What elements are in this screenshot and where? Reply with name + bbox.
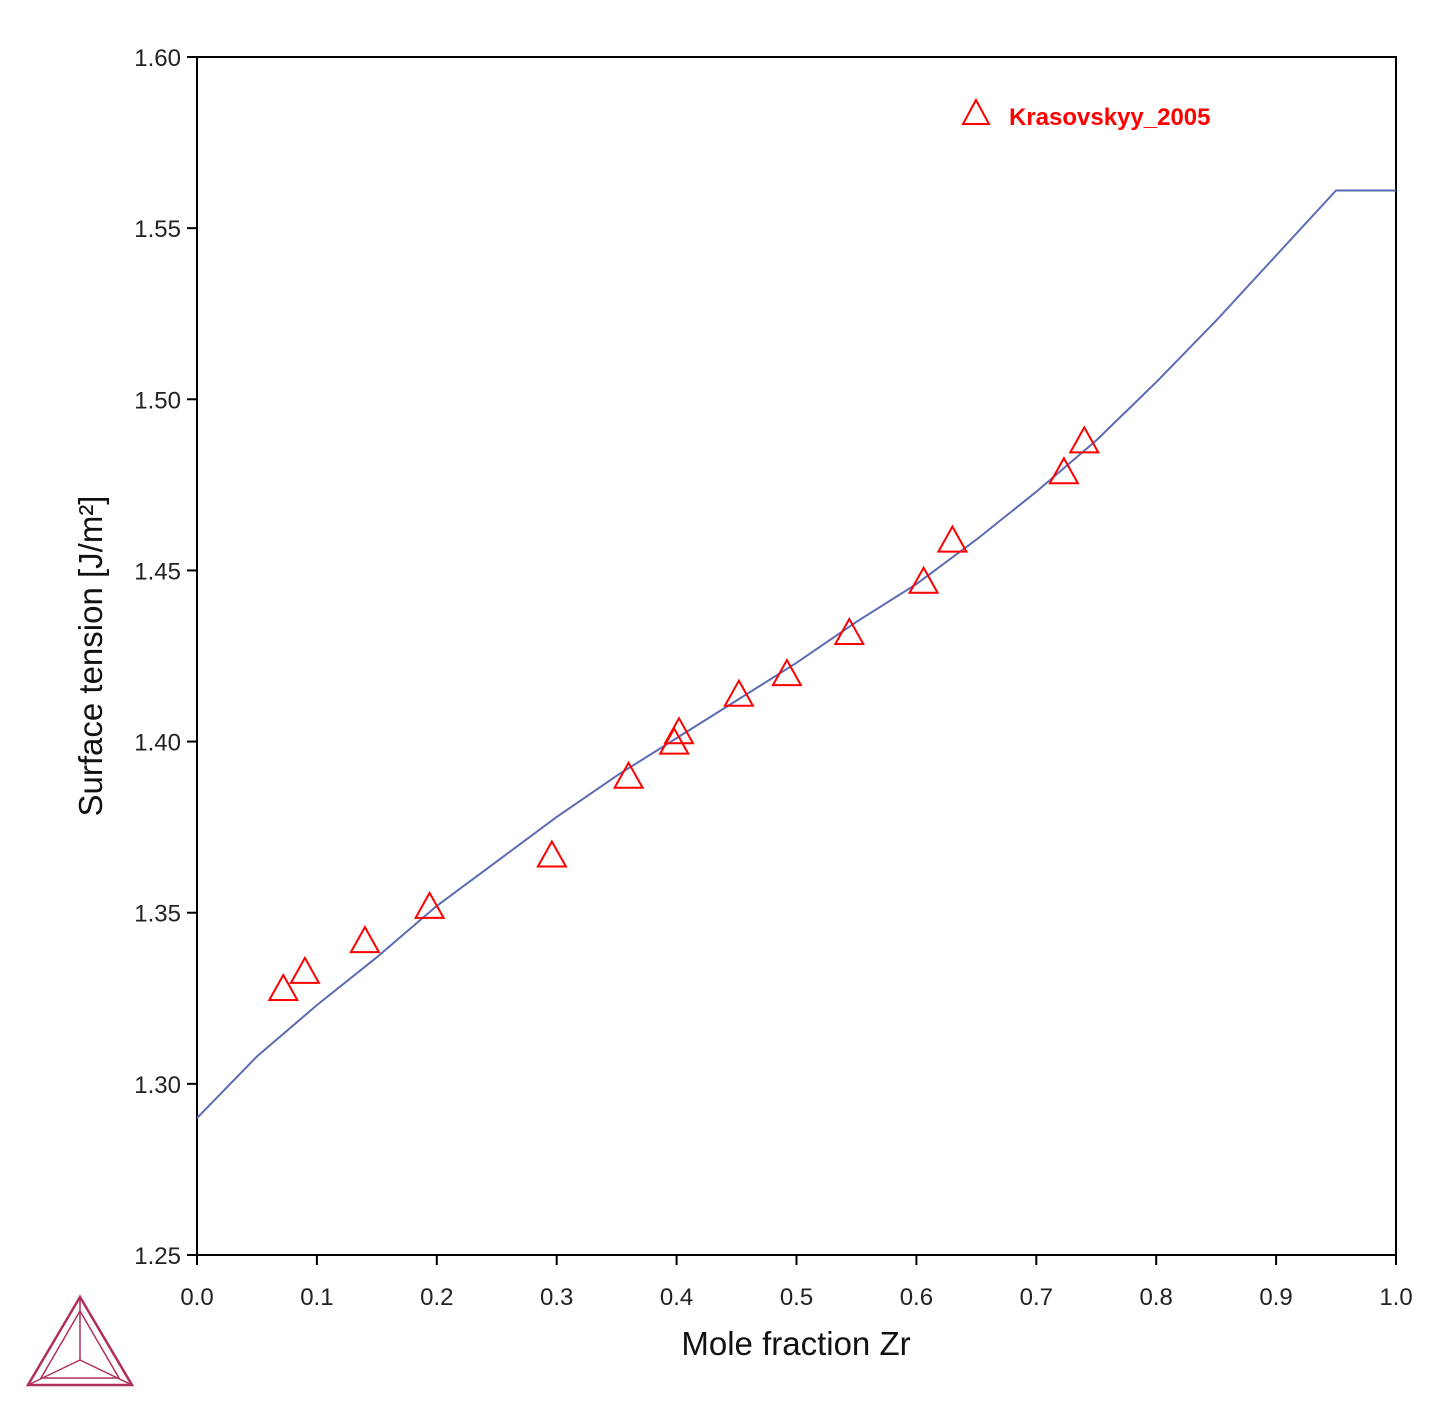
data-point	[1068, 425, 1101, 454]
data-point	[289, 955, 321, 984]
thermo-calc-logo-icon	[25, 1294, 135, 1387]
x-tick-label: 0.9	[1259, 1284, 1292, 1311]
data-point	[1048, 456, 1080, 485]
x-tick-label: 0.1	[300, 1284, 333, 1311]
data-point	[413, 890, 446, 919]
plot-frame	[196, 56, 1397, 1256]
x-tick-label: 1.0	[1379, 1284, 1412, 1311]
y-tick-label: 1.45	[134, 558, 181, 585]
x-tick-label: 0.8	[1140, 1284, 1173, 1311]
data-point	[536, 839, 568, 868]
y-tick-label: 1.35	[134, 901, 181, 928]
data-point	[612, 760, 645, 789]
legend-triangle-marker	[961, 97, 991, 125]
y-axis-title: Surface tension [J/m²]	[72, 496, 109, 817]
data-point	[907, 565, 940, 594]
data-point	[833, 616, 866, 645]
y-tick-label: 1.60	[134, 45, 181, 72]
data-point	[663, 716, 695, 745]
y-tick-label: 1.40	[134, 730, 181, 757]
legend-label: Krasovskyy_2005	[1009, 104, 1211, 131]
x-tick-label: 0.2	[420, 1284, 453, 1311]
data-point	[349, 925, 381, 954]
x-axis-ticks: 0.0 0.1 0.2 0.3 0.4 0.5 0.6 0.7 0.8 0.9 1.0	[180, 1255, 1413, 1311]
y-tick-label: 1.50	[134, 387, 181, 414]
x-tick-label: 0.0	[180, 1284, 213, 1311]
data-point	[267, 972, 300, 1001]
x-tick-label: 0.5	[780, 1284, 813, 1311]
curve-layer	[196, 189, 1396, 1119]
x-axis-title: Mole fraction Zr	[681, 1325, 910, 1362]
marker-layer	[267, 425, 1101, 1001]
series-line	[196, 189, 1396, 1119]
x-tick-label: 0.6	[900, 1284, 933, 1311]
y-tick-label: 1.55	[134, 216, 181, 243]
x-tick-label: 0.7	[1020, 1284, 1053, 1311]
y-tick-label: 1.30	[134, 1072, 181, 1099]
y-tick-label: 1.25	[134, 1243, 181, 1270]
data-point	[723, 678, 755, 707]
legend: Krasovskyy_2005	[961, 97, 1211, 131]
x-tick-label: 0.4	[660, 1284, 693, 1311]
x-tick-label: 0.3	[540, 1284, 573, 1311]
data-point	[771, 658, 803, 687]
y-axis-ticks: 1.25 1.30 1.35 1.40 1.45 1.50 1.55 1.60	[134, 45, 197, 1270]
data-point	[936, 524, 969, 553]
